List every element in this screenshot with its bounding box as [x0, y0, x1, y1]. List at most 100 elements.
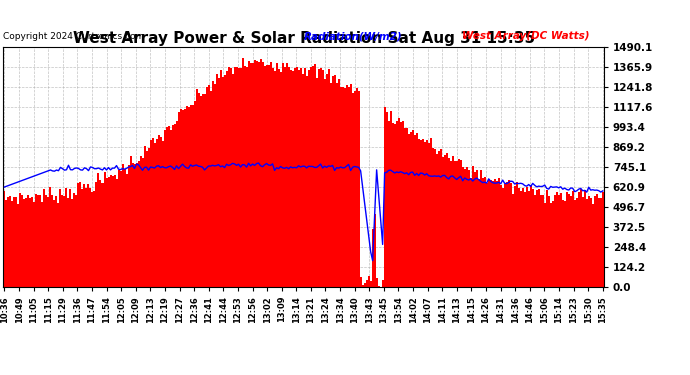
Bar: [437, 151, 440, 287]
Bar: [230, 68, 232, 287]
Bar: [282, 63, 284, 287]
Bar: [290, 70, 292, 287]
Bar: [355, 88, 357, 287]
Bar: [63, 195, 66, 287]
Bar: [386, 112, 388, 287]
Bar: [513, 186, 515, 287]
Bar: [310, 67, 312, 287]
Bar: [30, 198, 32, 287]
Title: West Array Power & Solar Radiation Sat Aug 31 15:35: West Array Power & Solar Radiation Sat A…: [72, 31, 535, 46]
Bar: [542, 195, 544, 287]
Bar: [560, 193, 562, 287]
Bar: [442, 156, 444, 287]
Bar: [324, 78, 326, 287]
Bar: [257, 62, 259, 287]
Bar: [197, 93, 199, 287]
Bar: [484, 177, 486, 287]
Bar: [15, 197, 17, 287]
Bar: [515, 182, 518, 287]
Bar: [108, 177, 110, 287]
Bar: [106, 177, 108, 287]
Bar: [133, 164, 135, 287]
Bar: [598, 198, 600, 287]
Text: Copyright 2024 Curtronics.com: Copyright 2024 Curtronics.com: [3, 32, 145, 41]
Bar: [532, 189, 534, 287]
Bar: [466, 167, 468, 287]
Bar: [115, 178, 117, 287]
Bar: [83, 184, 86, 287]
Bar: [97, 173, 99, 287]
Bar: [306, 76, 308, 287]
Bar: [402, 121, 404, 287]
Bar: [181, 110, 184, 287]
Bar: [23, 200, 26, 287]
Bar: [174, 124, 175, 287]
Bar: [315, 78, 317, 287]
Bar: [288, 67, 290, 287]
Bar: [201, 94, 204, 287]
Bar: [8, 198, 10, 287]
Bar: [235, 67, 237, 287]
Bar: [512, 194, 513, 287]
Bar: [497, 178, 500, 287]
Bar: [152, 138, 153, 287]
Bar: [33, 202, 35, 287]
Bar: [299, 68, 302, 287]
Bar: [175, 121, 177, 287]
Bar: [192, 105, 193, 287]
Bar: [366, 280, 368, 287]
Bar: [88, 184, 90, 287]
Bar: [482, 178, 484, 287]
Bar: [457, 159, 460, 287]
Bar: [208, 85, 210, 287]
Bar: [161, 141, 164, 287]
Bar: [172, 124, 174, 287]
Bar: [400, 122, 402, 287]
Bar: [552, 201, 553, 287]
Bar: [574, 200, 575, 287]
Bar: [602, 192, 604, 287]
Bar: [12, 201, 14, 287]
Bar: [564, 201, 566, 287]
Bar: [72, 199, 73, 287]
Bar: [275, 63, 277, 287]
Bar: [77, 183, 79, 287]
Bar: [584, 190, 586, 287]
Bar: [219, 70, 221, 287]
Bar: [179, 109, 181, 287]
Bar: [279, 72, 282, 287]
Bar: [292, 70, 293, 287]
Bar: [270, 62, 272, 287]
Bar: [520, 191, 522, 287]
Bar: [426, 140, 428, 287]
Bar: [353, 91, 355, 287]
Bar: [568, 194, 570, 287]
Bar: [117, 170, 119, 287]
Bar: [375, 278, 377, 287]
Bar: [566, 192, 568, 287]
Bar: [555, 192, 558, 287]
Bar: [590, 198, 592, 287]
Bar: [130, 156, 132, 287]
Bar: [21, 195, 23, 287]
Bar: [126, 174, 128, 287]
Bar: [406, 128, 408, 287]
Bar: [217, 78, 219, 287]
Bar: [452, 156, 454, 287]
Bar: [128, 165, 130, 287]
Bar: [357, 90, 359, 287]
Bar: [392, 123, 393, 287]
Bar: [239, 68, 241, 287]
Bar: [206, 87, 208, 287]
Bar: [433, 149, 435, 287]
Bar: [440, 150, 442, 287]
Bar: [150, 140, 152, 287]
Bar: [570, 196, 572, 287]
Bar: [444, 155, 446, 287]
Bar: [475, 170, 477, 287]
Bar: [254, 60, 255, 287]
Bar: [294, 68, 295, 287]
Bar: [518, 188, 520, 287]
Bar: [382, 280, 384, 287]
Bar: [99, 180, 101, 287]
